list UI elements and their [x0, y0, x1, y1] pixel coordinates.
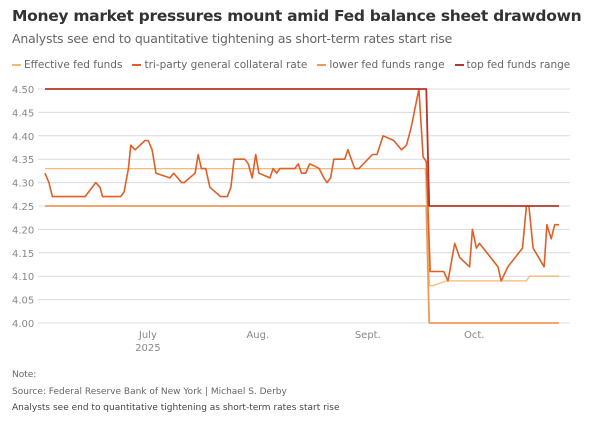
- y-tick-label: 4.20: [12, 225, 34, 236]
- series-line-top-fed-funds-range: [45, 88, 559, 207]
- footer-source: Source: Federal Reserve Bank of New York…: [12, 387, 287, 397]
- series-line-effective-fed-funds: [45, 167, 559, 287]
- x-tick-label: July: [138, 330, 157, 341]
- y-tick-label: 4.00: [12, 319, 34, 330]
- x-tick-label: Aug.: [246, 330, 269, 341]
- y-tick-label: 4.40: [12, 132, 34, 143]
- y-tick-label: 4.15: [12, 249, 34, 260]
- y-tick-label: 4.35: [12, 155, 34, 166]
- chart-title: Money market pressures mount amid Fed ba…: [12, 7, 582, 25]
- legend-swatch: [132, 64, 142, 66]
- chart-subtitle: Analysts see end to quantitative tighten…: [12, 31, 453, 46]
- legend-swatch: [12, 64, 21, 66]
- legend-item-top-range: top fed funds range: [454, 59, 571, 71]
- series-line-lower-fed-funds-range: [45, 205, 559, 324]
- x-tick-label: Oct.: [464, 330, 484, 341]
- footer-caption: Analysts see end to quantitative tighten…: [12, 403, 340, 413]
- y-tick-label: 4.10: [12, 272, 34, 283]
- legend: Effective fed funds tri-party general co…: [12, 59, 570, 71]
- y-tick-label: 4.45: [12, 108, 34, 119]
- y-tick-label: 4.30: [12, 179, 34, 190]
- y-tick-label: 4.50: [12, 85, 34, 96]
- legend-item-lower-range: lower fed funds range: [317, 59, 445, 71]
- x-tick-label: Sept.: [355, 330, 381, 341]
- legend-item-tri-party: tri-party general collateral rate: [132, 59, 307, 71]
- legend-swatch: [454, 64, 464, 66]
- legend-label: tri-party general collateral rate: [144, 59, 308, 71]
- legend-label: top fed funds range: [466, 59, 571, 71]
- x-tick-year-label: 2025: [135, 343, 160, 354]
- y-tick-label: 4.25: [12, 202, 34, 213]
- y-tick-label: 4.05: [12, 296, 34, 307]
- legend-label: lower fed funds range: [329, 59, 445, 71]
- legend-item-effective-fed-funds: Effective fed funds: [12, 59, 122, 71]
- series-line-tri-party-general-collateral-rate: [44, 88, 559, 282]
- legend-label: Effective fed funds: [24, 59, 123, 71]
- legend-swatch: [317, 64, 327, 66]
- footer-note: Note:: [12, 370, 37, 380]
